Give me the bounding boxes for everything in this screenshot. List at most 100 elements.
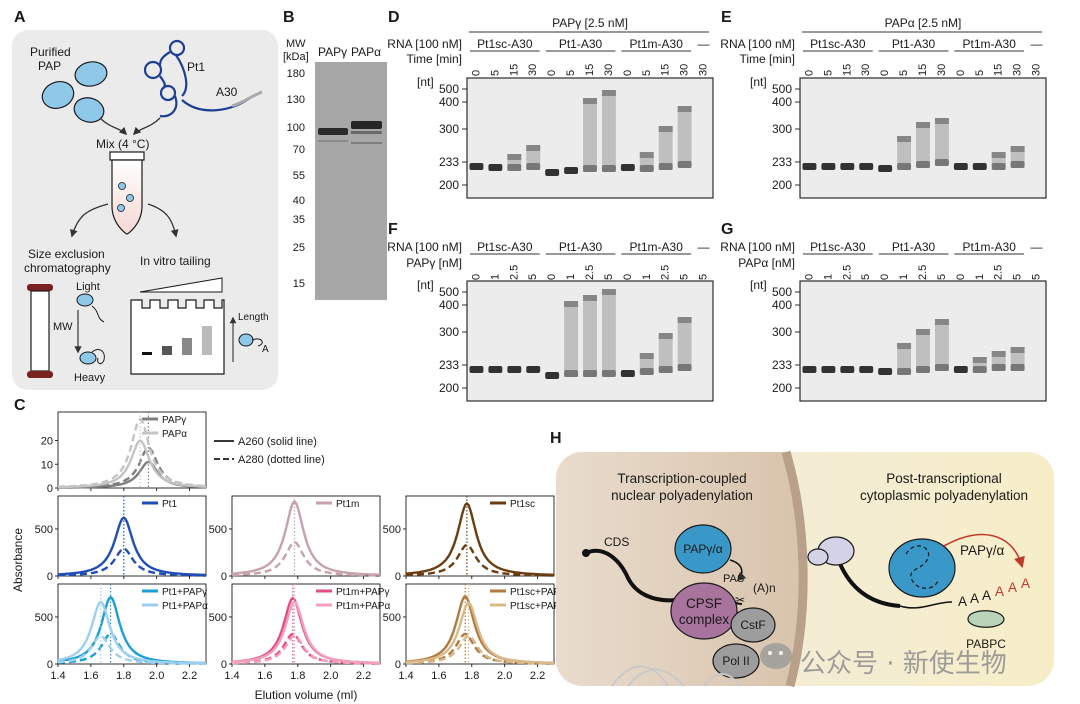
cpsf-label-1: CPSF xyxy=(686,596,722,611)
y-tick-label: 500 xyxy=(209,524,227,536)
y-tick-label: 500 xyxy=(383,612,401,624)
a30-label: A30 xyxy=(216,85,238,99)
panel-a-label: A xyxy=(14,9,26,26)
sec-label-1: Size exclusion xyxy=(28,247,105,261)
gel-band xyxy=(507,366,522,373)
gel-smear xyxy=(601,289,616,377)
ribosome-large xyxy=(807,548,829,566)
aaa-2: A xyxy=(970,591,979,606)
rna-group-label: Pt1-A30 xyxy=(892,240,936,254)
y-tick-label: 0 xyxy=(47,659,53,671)
nt-tick-200: 200 xyxy=(772,178,792,192)
gel-band xyxy=(564,370,579,377)
gel-band xyxy=(897,163,912,170)
gel-smear-top xyxy=(658,126,673,132)
gel-band xyxy=(620,164,635,171)
pol-ii-label: Pol II xyxy=(722,654,749,668)
lane-label: 0 xyxy=(803,274,815,280)
band-papa xyxy=(351,121,382,129)
nt-unit-label: [nt] xyxy=(417,278,434,292)
legend-entry: PAPγ xyxy=(162,415,186,426)
gel-band xyxy=(545,372,560,379)
tailing-gels: D PAPγ [2.5 nM]RNA [100 nM]Time [min]Pt1s… xyxy=(387,9,1047,402)
gel-smear-top xyxy=(601,289,616,295)
cyto-tail-line xyxy=(899,601,953,609)
gel-band xyxy=(620,370,635,377)
lane-label: 1 xyxy=(641,274,653,280)
lane-label: 5 xyxy=(822,70,834,76)
lane-label: 30 xyxy=(1012,64,1024,76)
y-tick-label: 10 xyxy=(41,459,53,471)
legend-entry: Pt1m+PAPα xyxy=(336,601,390,612)
scissors-icon: ✂ xyxy=(735,593,745,607)
mw-marker-55: 55 xyxy=(293,170,305,182)
gel-band xyxy=(934,364,949,371)
lane-label: 0 xyxy=(622,274,634,280)
gel-smear-top xyxy=(526,145,541,151)
chromatogram-c-pt1sc-pap: 0 500 1.4 1.6 1.8 2.0 2.2 Pt1sc+PAPγ Pt1sc+PAPα xyxy=(383,583,566,682)
lane-label: 5 xyxy=(1031,274,1043,280)
y-tick-label: 20 xyxy=(41,436,53,448)
gel-smear-top xyxy=(564,301,579,307)
gel-band xyxy=(991,364,1006,371)
gel-smear-top xyxy=(677,317,692,323)
panel-c-label: C xyxy=(14,397,26,414)
x-tick-label: 2.2 xyxy=(356,670,371,682)
rna-group-label: Pt1m-A30 xyxy=(630,240,684,254)
gel-band xyxy=(802,366,817,373)
x-tick-label: 2.2 xyxy=(530,670,545,682)
mw-marker-180: 180 xyxy=(287,68,305,80)
absorbance-label: Absorbance xyxy=(11,528,25,592)
gel-panel-f: F RNA [100 nM] PAPγ [nM] Pt1sc-A30 Pt1-A30 Pt… xyxy=(387,221,714,402)
rna-row-label: RNA [100 nM] xyxy=(387,240,462,254)
lane-label: 5 xyxy=(1012,274,1024,280)
gel-band xyxy=(601,370,616,377)
nt-tick-300: 300 xyxy=(439,325,459,339)
mw-marker-35: 35 xyxy=(293,214,305,226)
lane-label: 30 xyxy=(1031,64,1043,76)
legend-entry: Pt1sc xyxy=(510,499,535,510)
lane-label: 30 xyxy=(527,64,539,76)
aaa-4: A xyxy=(995,584,1004,599)
lane-label: 2.5 xyxy=(584,265,596,280)
band-papa-minor2 xyxy=(351,142,382,144)
tailing-protein-icon xyxy=(238,333,254,347)
x-tick-label: 2.0 xyxy=(497,670,512,682)
gel-smear xyxy=(916,329,930,373)
nt-tick-500: 500 xyxy=(772,82,792,96)
gel-band xyxy=(859,163,874,170)
lane-label-papa: PAPα xyxy=(351,45,381,59)
a260-curve xyxy=(231,499,380,576)
nt-tick-200: 200 xyxy=(772,381,792,395)
lane-label: 0 xyxy=(955,70,967,76)
lane-label: 30 xyxy=(860,64,872,76)
condition-row-label: Time [min] xyxy=(739,52,795,66)
tailing-rna-icon xyxy=(251,338,263,347)
gel-smear-top xyxy=(991,351,1006,357)
lane-label: 2.5 xyxy=(660,265,672,280)
gel-band xyxy=(488,366,503,373)
gel-smear xyxy=(564,301,579,377)
gel-smear xyxy=(897,136,912,170)
pabpc-label: PABPC xyxy=(966,637,1006,651)
x-tick-label: 1.4 xyxy=(50,670,65,682)
watermark-text: 公众号 · 新使生物 xyxy=(800,649,1007,679)
gel-smear-top xyxy=(991,152,1006,158)
lane-label: 5 xyxy=(565,70,577,76)
rna-group-label: Pt1m-A30 xyxy=(963,240,1017,254)
panel-e-label: E xyxy=(721,9,732,26)
y-tick-label: 0 xyxy=(395,659,401,671)
gel-smear xyxy=(601,90,616,172)
nt-unit-label: [nt] xyxy=(750,75,767,89)
x-tick-label: 2.0 xyxy=(149,670,164,682)
lane-label: 0 xyxy=(955,274,967,280)
gel-band xyxy=(934,159,949,166)
panel-b-label: B xyxy=(283,9,295,26)
lane-label: 30 xyxy=(936,64,948,76)
gel-smear-top xyxy=(897,343,912,349)
y-tick-label: 500 xyxy=(209,612,227,624)
nt-tick-233: 233 xyxy=(772,155,792,169)
gel-cartoon-icon xyxy=(130,277,225,375)
gel-panel-e: E PAPα [2.5 nM] RNA [100 nM]Time [min] Pt1s… xyxy=(720,9,1047,199)
mw-marker-ticks: 180 130 100 70 55 40 35 25 15 xyxy=(287,68,305,290)
